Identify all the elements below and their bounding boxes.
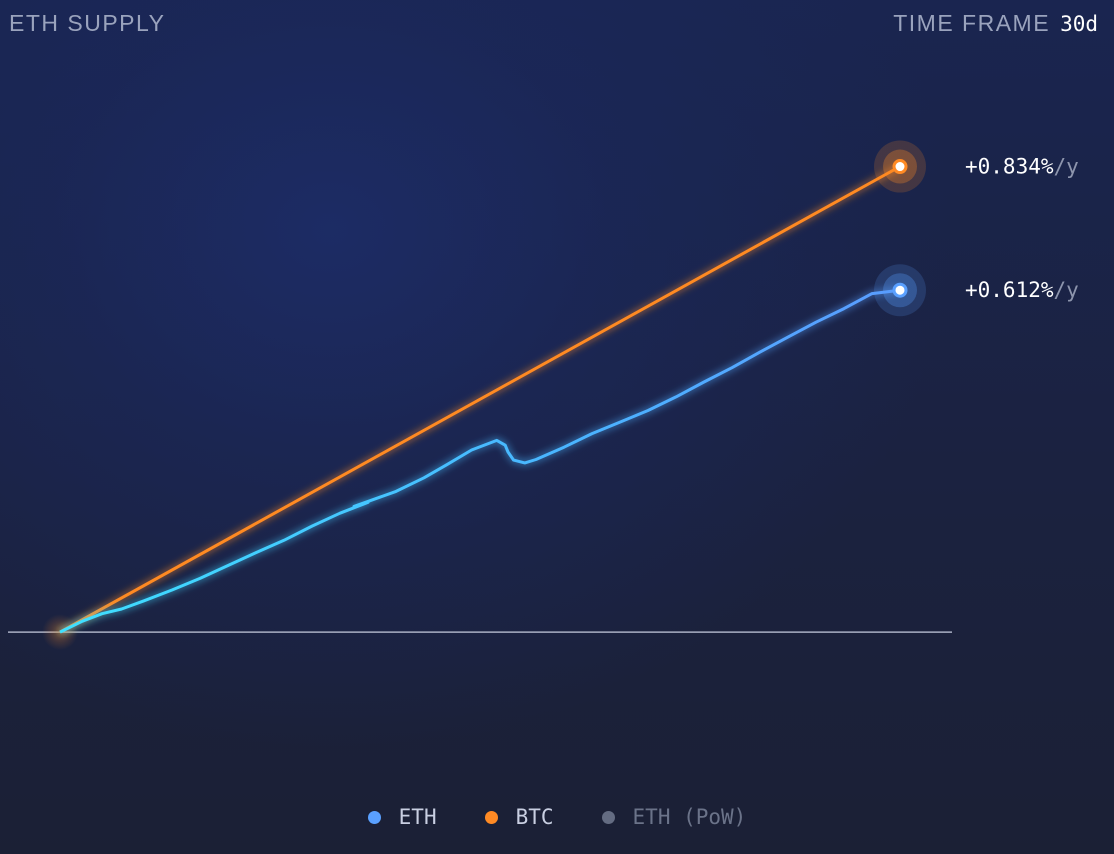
legend-item-eth[interactable]: ETH <box>367 805 437 829</box>
legend-item-eth-pow[interactable]: ETH (PoW) <box>601 805 747 829</box>
end-label-eth: +0.612%/y <box>965 278 1079 302</box>
series-line-eth <box>59 288 901 634</box>
chart-legend: ETH BTC ETH (PoW) <box>0 805 1114 829</box>
series-line-btc <box>59 165 901 634</box>
legend-item-btc[interactable]: BTC <box>484 805 554 829</box>
legend-label-btc: BTC <box>515 805 554 829</box>
end-label-btc-unit: /y <box>1054 155 1079 179</box>
legend-dot-eth <box>367 810 381 824</box>
series-endpoint-btc[interactable] <box>874 140 926 193</box>
chart-title: ETH SUPPLY <box>9 10 166 36</box>
end-label-btc: +0.834%/y <box>965 155 1079 179</box>
legend-dot-btc <box>484 810 498 824</box>
series-endpoint-eth[interactable] <box>874 264 926 317</box>
legend-label-eth: ETH <box>398 805 437 829</box>
end-label-btc-value: +0.834% <box>965 155 1054 179</box>
timeframe-selector[interactable]: TIME FRAME 30d <box>893 10 1098 37</box>
timeframe-label: TIME FRAME <box>893 10 1051 36</box>
legend-dot-eth-pow <box>601 810 615 824</box>
end-label-eth-unit: /y <box>1054 278 1079 302</box>
timeframe-value[interactable]: 30d <box>1060 12 1098 36</box>
legend-label-eth-pow: ETH (PoW) <box>632 805 747 829</box>
end-label-eth-value: +0.612% <box>965 278 1054 302</box>
